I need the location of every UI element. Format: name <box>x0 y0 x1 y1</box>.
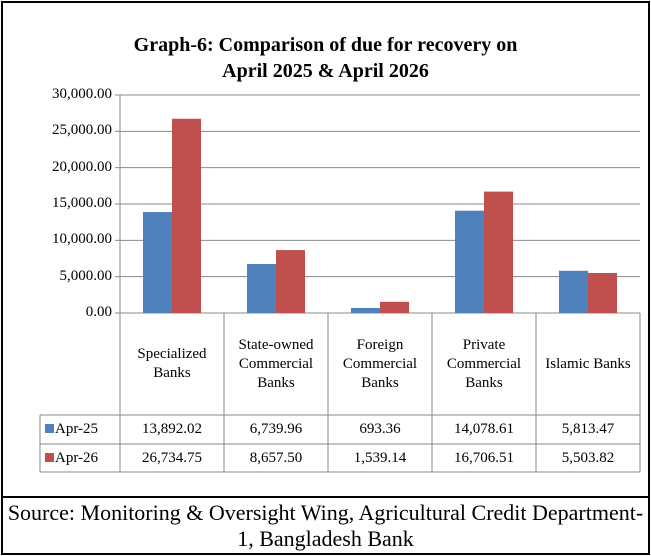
table-value: 26,734.75 <box>142 450 202 466</box>
bar <box>455 210 484 313</box>
table-value: 5,813.47 <box>561 421 615 437</box>
y-tick-label: 0.00 <box>85 304 112 320</box>
bar <box>276 250 305 313</box>
y-tick-label: 15,000.00 <box>52 195 112 211</box>
y-tick-label: 5,000.00 <box>59 267 113 284</box>
x-tick-label: Islamic Banks <box>545 355 631 372</box>
table-value: 13,892.02 <box>142 421 202 437</box>
chart-title: April 2025 & April 2026 <box>222 60 429 82</box>
bar <box>380 301 409 313</box>
legend-swatch <box>45 424 54 433</box>
y-tick-label: 10,000.00 <box>52 231 112 248</box>
legend-label: Apr-25 <box>55 421 99 437</box>
bar <box>143 212 172 313</box>
legend-label: Apr-26 <box>55 450 99 466</box>
chart-title: Graph-6: Comparison of due for recovery … <box>133 34 518 56</box>
legend-swatch <box>45 453 54 462</box>
x-tick-label: Private Commercial Banks <box>446 336 522 391</box>
table-value: 693.36 <box>359 421 401 437</box>
x-tick-label: Foreign Commercial Banks <box>342 336 418 391</box>
table-value: 14,078.61 <box>454 421 514 437</box>
y-tick-label: 25,000.00 <box>52 122 112 139</box>
table-value: 8,657.50 <box>249 450 303 466</box>
table-value: 1,539.14 <box>353 450 407 466</box>
table-value: 6,739.96 <box>249 421 303 437</box>
bar <box>351 307 380 313</box>
table-value: 5,503.82 <box>561 450 615 466</box>
bar <box>247 264 276 313</box>
bar <box>559 270 588 313</box>
bar <box>172 118 201 314</box>
y-tick-label: 20,000.00 <box>52 158 112 175</box>
table-value: 16,706.51 <box>454 450 514 466</box>
source-note: Source: Monitoring & Oversight Wing, Agr… <box>7 500 644 551</box>
x-tick-label: Specialized Banks <box>137 346 207 381</box>
x-tick-label: State-owned Commercial Banks <box>238 336 314 391</box>
y-tick-label: 30,000.00 <box>52 86 112 102</box>
bar <box>588 273 617 313</box>
bar <box>484 191 513 313</box>
